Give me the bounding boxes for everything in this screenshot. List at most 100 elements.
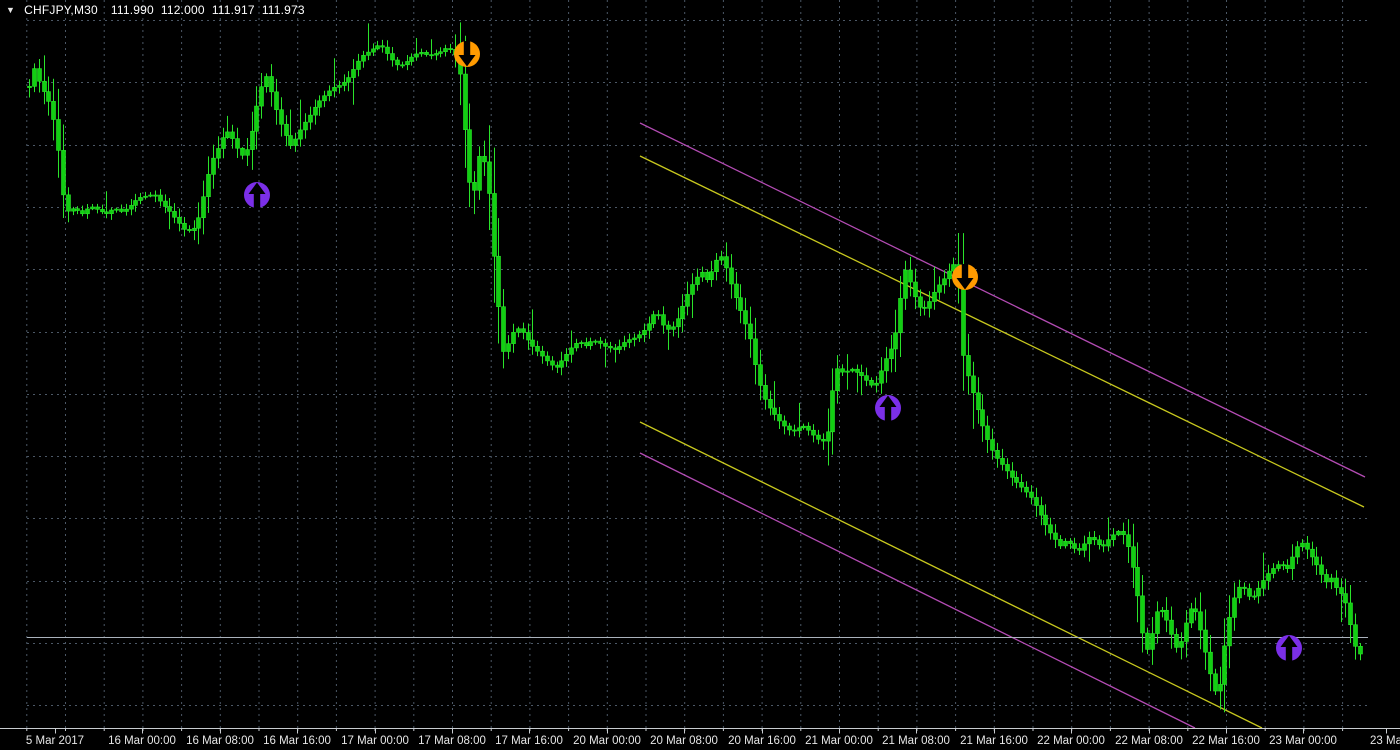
candle-body — [1256, 587, 1261, 597]
candle-body — [284, 123, 289, 136]
candle-body — [787, 425, 792, 431]
candle-body — [1140, 595, 1145, 634]
circle-arrow-down-icon[interactable] — [454, 41, 480, 67]
candle-body — [308, 114, 313, 123]
candle-body — [898, 298, 903, 334]
chevron-down-icon[interactable]: ▼ — [6, 5, 16, 15]
candle-body — [637, 334, 642, 339]
candle-body — [826, 431, 831, 442]
candle-body — [90, 206, 95, 210]
upper-channel-yellow[interactable] — [639, 155, 1365, 508]
candle-body — [1000, 458, 1005, 465]
candle-body — [1339, 587, 1344, 594]
chart-title: ▼ CHFJPY,M30 111.990 112.000 111.917 111… — [6, 3, 305, 17]
time-axis-label: 16 Mar 00:00 — [108, 735, 176, 747]
candle-body — [598, 340, 603, 344]
candle-body — [506, 343, 511, 352]
time-axis-label: 17 Mar 16:00 — [495, 735, 563, 747]
low-price-value: 111.917 — [211, 3, 255, 17]
candle-body — [719, 256, 724, 261]
candle-body — [1247, 588, 1252, 597]
candle-body — [1353, 624, 1358, 647]
candle-body — [874, 382, 879, 386]
time-axis-label: 22 Mar 08:00 — [1115, 735, 1183, 747]
candles — [27, 22, 1363, 713]
candle-body — [1184, 622, 1189, 642]
candle-body — [487, 161, 492, 194]
time-axis[interactable]: 5 Mar 2017 16 Mar 00:00 16 Mar 08:00 16 Mar… — [0, 728, 1400, 748]
candle-body — [1077, 548, 1082, 551]
candle-body — [37, 68, 42, 82]
candle-body — [322, 95, 327, 102]
circle-arrow-up-icon[interactable] — [875, 395, 901, 421]
time-axis-label: 21 Mar 00:00 — [805, 735, 873, 747]
candle-body — [1358, 646, 1363, 655]
candle-body — [709, 271, 714, 280]
candle-body — [27, 86, 32, 88]
candle-body — [346, 77, 351, 83]
candle-body — [840, 368, 845, 373]
candle-body — [1092, 537, 1097, 541]
candle-body — [472, 182, 477, 191]
candle-body — [579, 342, 584, 345]
time-axis-label: 21 Mar 16:00 — [960, 735, 1028, 747]
candle-body — [254, 105, 259, 132]
time-axis-label: 23 Ma — [1370, 735, 1400, 747]
candle-body — [714, 259, 719, 272]
candle-body — [1314, 556, 1319, 566]
candle-body — [216, 148, 221, 159]
candle-body — [133, 200, 138, 206]
candle-body — [1145, 632, 1150, 650]
candle-body — [1218, 684, 1223, 692]
candle-body — [61, 150, 66, 196]
candle-body — [942, 278, 947, 286]
lower-channel-magenta[interactable] — [639, 452, 1196, 729]
candle-body — [317, 100, 322, 108]
candle-body — [298, 129, 303, 140]
candle-body — [889, 348, 894, 359]
circle-arrow-up-icon[interactable] — [1276, 635, 1302, 661]
candle-body — [792, 429, 797, 432]
candle-body — [1135, 567, 1140, 597]
candle-body — [947, 270, 952, 280]
candle-body — [1334, 577, 1339, 588]
candle-body — [1271, 568, 1276, 574]
candle-body — [264, 76, 269, 88]
candle-body — [647, 323, 652, 331]
lower-channel-yellow[interactable] — [639, 421, 1263, 729]
circle-arrow-up-icon[interactable] — [244, 182, 270, 208]
candle-body — [535, 346, 540, 352]
candle-body — [806, 425, 811, 431]
candle-body — [1319, 564, 1324, 575]
candle-body — [158, 194, 163, 202]
candle-body — [143, 195, 148, 198]
candle-body — [443, 48, 448, 53]
candle-body — [114, 208, 119, 211]
candle-body — [245, 149, 250, 156]
upper-channel-magenta[interactable] — [639, 122, 1366, 478]
circle-arrow-down-icon[interactable] — [952, 264, 978, 290]
candle-body — [937, 284, 942, 293]
candle-body — [913, 281, 918, 298]
candle-body — [361, 55, 366, 62]
time-axis-label: 17 Mar 08:00 — [418, 735, 486, 747]
candle-body — [830, 390, 835, 433]
candle-body — [482, 156, 487, 163]
candle-body — [613, 347, 618, 350]
candle-body — [1029, 491, 1034, 498]
candle-body — [743, 310, 748, 325]
candle-body — [729, 267, 734, 285]
candle-body — [56, 119, 61, 151]
candle-body — [574, 343, 579, 349]
candle-body — [1072, 543, 1077, 549]
candle-body — [1058, 539, 1063, 547]
candle-body — [908, 269, 913, 283]
candle-body — [593, 340, 598, 343]
candle-body — [1160, 609, 1165, 613]
candle-body — [526, 332, 531, 341]
candle-body — [400, 64, 405, 67]
time-axis-label: 16 Mar 08:00 — [186, 735, 254, 747]
grid — [26, 0, 1368, 728]
candle-body — [138, 197, 143, 201]
